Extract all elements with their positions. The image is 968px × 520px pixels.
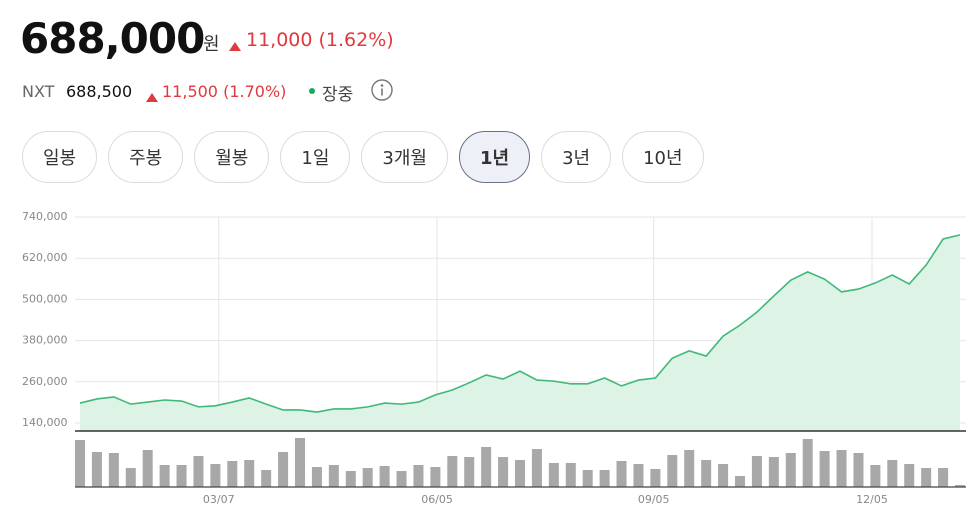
volume-bar xyxy=(345,471,356,487)
period-button[interactable]: 3개월 xyxy=(361,131,448,183)
price: 688,000 xyxy=(20,14,205,63)
period-buttons: 일봉 주봉 월봉 1일 3개월 1년 3년 10년 xyxy=(22,131,704,183)
y-tick-label: 620,000 xyxy=(22,251,68,264)
y-tick-label: 260,000 xyxy=(22,375,68,388)
volume-bar xyxy=(650,469,661,487)
price-line xyxy=(79,234,961,413)
market-status: 장중 xyxy=(322,85,354,105)
volume-bar xyxy=(498,457,509,487)
volume-bar xyxy=(735,476,745,487)
period-button[interactable]: 1일 xyxy=(280,131,351,183)
y-tick-label: 380,000 xyxy=(22,334,68,347)
volume-bar xyxy=(91,452,102,487)
volume-bar xyxy=(802,439,813,487)
volume-bar xyxy=(464,457,475,487)
status-dot xyxy=(309,88,315,94)
volume-bar xyxy=(447,456,458,487)
volume-bar xyxy=(751,456,762,487)
y-tick-label: 500,000 xyxy=(22,292,68,305)
volume-bar xyxy=(785,453,796,487)
volume-bar xyxy=(193,456,204,487)
volume-bar xyxy=(870,465,881,487)
volume-bar xyxy=(853,453,864,487)
x-tick-label: 06/05 xyxy=(421,493,453,506)
volume-bar xyxy=(836,450,847,487)
period-button[interactable]: 3년 xyxy=(541,131,612,183)
volume-bar xyxy=(718,464,729,487)
volume-bar xyxy=(430,467,441,487)
volume-bar xyxy=(667,455,678,487)
volume-bar xyxy=(599,470,610,487)
volume-bar xyxy=(904,464,915,487)
volume-bar xyxy=(142,450,153,487)
x-tick-label: 03/07 xyxy=(203,493,235,506)
volume-bar xyxy=(362,468,373,487)
y-tick-label: 140,000 xyxy=(22,416,68,429)
nxt-label: NXT xyxy=(22,82,55,101)
volume-bar xyxy=(819,451,830,487)
volume-bar xyxy=(548,463,559,487)
period-button[interactable]: 10년 xyxy=(622,131,704,183)
volume-bar xyxy=(701,460,712,487)
period-button[interactable]: 1년 xyxy=(458,131,531,183)
volume-bar xyxy=(768,457,779,487)
volume-bar xyxy=(515,460,525,487)
volume-bar xyxy=(396,471,407,487)
volume-bar xyxy=(176,465,187,487)
period-button[interactable]: 월봉 xyxy=(194,131,270,183)
info-icon[interactable] xyxy=(371,79,393,101)
volume-bar xyxy=(887,460,898,487)
volume-bar xyxy=(684,450,695,487)
volume-bar xyxy=(278,452,289,487)
volume-bar xyxy=(616,461,627,487)
volume-bar xyxy=(413,465,424,487)
x-tick-label: 12/05 xyxy=(856,493,888,506)
y-tick-label: 740,000 xyxy=(22,210,68,223)
volume-bar xyxy=(295,438,305,487)
up-arrow xyxy=(146,87,158,106)
nxt-change: 11,500 (1.70%) xyxy=(162,82,287,101)
period-button[interactable]: 일봉 xyxy=(22,131,98,183)
volume-bar xyxy=(75,440,85,487)
volume-bar xyxy=(328,465,339,487)
volume-bar xyxy=(108,453,119,487)
volume-bar xyxy=(261,470,272,487)
volume-bar xyxy=(210,464,221,487)
period-button[interactable]: 주봉 xyxy=(108,131,184,183)
volume-bar xyxy=(481,447,492,487)
volume-bar xyxy=(125,468,136,487)
volume-bar xyxy=(921,468,932,487)
volume-bar xyxy=(531,449,542,487)
up-arrow xyxy=(229,36,241,55)
volume-bar xyxy=(565,463,576,487)
volume-bar xyxy=(159,465,170,487)
volume-bar xyxy=(311,467,322,487)
price-change: 11,000 (1.62%) xyxy=(246,29,394,51)
currency: 원 xyxy=(203,34,220,55)
volume-bar xyxy=(582,470,593,487)
x-tick-label: 09/05 xyxy=(638,493,670,506)
volume-bar xyxy=(955,485,965,487)
volume-bar xyxy=(633,464,644,487)
volume-bar xyxy=(938,468,949,487)
area xyxy=(80,234,960,431)
volume-bar xyxy=(379,466,390,487)
volume-bar xyxy=(244,460,255,487)
volume-bar xyxy=(227,461,238,487)
nxt-price: 688,500 xyxy=(66,82,133,101)
